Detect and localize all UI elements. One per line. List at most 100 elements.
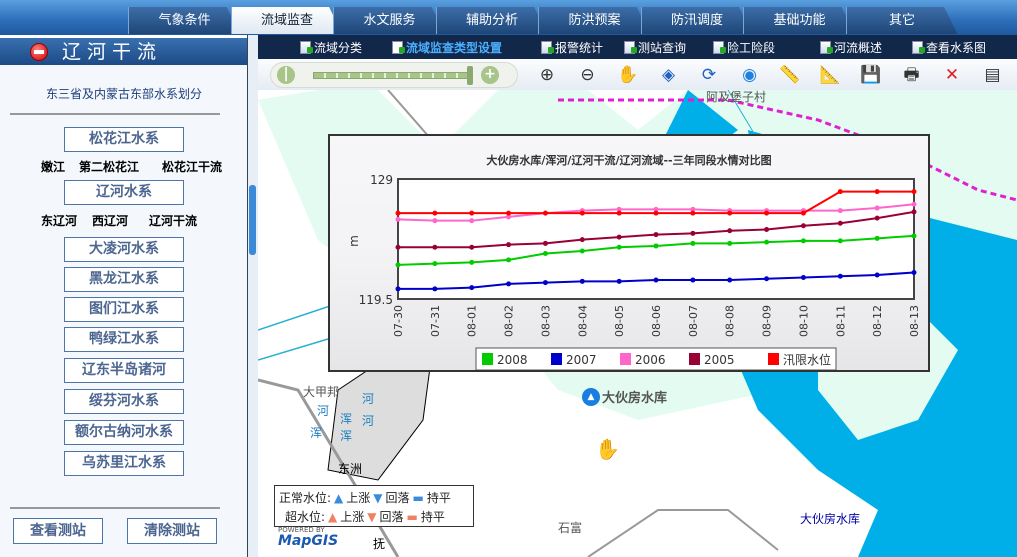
full-extent-icon[interactable]: ◈ — [661, 65, 676, 85]
clear-stations-button[interactable]: 清除测站 — [127, 518, 217, 544]
subnav-item-6[interactable]: 查看水系图 — [912, 39, 986, 56]
station-icon[interactable]: ▲ — [582, 387, 600, 406]
panel-splitter[interactable] — [248, 35, 258, 557]
water-system-button[interactable]: 鸭绿江水系 — [64, 327, 184, 352]
tab-3[interactable]: 辅助分析 — [435, 7, 548, 34]
data-point — [727, 240, 733, 246]
data-point — [727, 277, 733, 283]
data-point — [395, 210, 401, 216]
data-point — [506, 242, 512, 248]
legend-label: 2008 — [497, 353, 528, 367]
data-point — [432, 210, 438, 216]
tab-0[interactable]: 气象条件 — [128, 7, 240, 34]
data-point — [469, 259, 475, 265]
data-point — [616, 234, 622, 240]
data-point — [837, 208, 843, 214]
subriver-link[interactable]: 嫩江 — [41, 160, 66, 174]
zoom-thumb[interactable] — [467, 66, 473, 85]
data-point — [469, 244, 475, 250]
legend-swatch — [689, 353, 700, 365]
data-point — [469, 218, 475, 224]
data-point — [837, 238, 843, 244]
pan-hand-icon[interactable]: ✋ — [617, 65, 639, 85]
zoom-track[interactable] — [313, 72, 473, 79]
subriver-link[interactable]: 松花江干流 — [162, 160, 223, 174]
panel-title: 辽河干流 — [62, 40, 163, 63]
page-arrow-icon — [713, 41, 726, 54]
water-system-button[interactable]: 黑龙江水系 — [64, 267, 184, 292]
subnav-item-3[interactable]: 测站查询 — [624, 39, 686, 56]
collapse-icon[interactable] — [30, 42, 48, 61]
subriver-link[interactable]: 西辽河 — [92, 214, 129, 228]
data-point — [874, 272, 880, 278]
layers-icon[interactable]: ▤ — [984, 65, 1001, 85]
legend-label: 2006 — [635, 353, 666, 367]
area-measure-icon[interactable]: 📐 — [819, 65, 842, 85]
data-point — [911, 233, 917, 239]
water-system-button[interactable]: 松花江水系 — [64, 127, 184, 152]
data-point — [395, 286, 401, 292]
panel-subtitle: 东三省及内蒙古东部水系划分 — [45, 87, 202, 101]
map-toolbar: | + ⊕ ⊖ ✋ ◈ ⟳ ◉ 📏 📐 💾 🖶 ✕ ▤ — [258, 59, 1017, 90]
top-tab-bar: 气象条件 流域监查 水文服务 辅助分析 防洪预案 防汛调度 基础功能 其它 — [0, 0, 1017, 35]
subnav-item-2[interactable]: 报警统计 — [541, 39, 603, 56]
page-arrow-icon — [820, 41, 833, 54]
data-point — [395, 244, 401, 250]
view-stations-button[interactable]: 查看测站 — [13, 518, 103, 544]
legend-label: 汛限水位 — [783, 352, 831, 367]
eye-icon[interactable]: ◉ — [742, 65, 757, 85]
subnav-item-1[interactable]: 流域监查类型设置 — [392, 39, 502, 56]
subriver-link[interactable]: 东辽河 — [41, 214, 78, 228]
print-icon[interactable]: 🖶 — [903, 65, 920, 85]
map-water-level-legend: 正常水位: ▲ 上涨 ▼ 回落 ▬ 持平 超水位: ▲ 上涨 ▼ 回落 ▬ 持平 — [274, 485, 474, 527]
subnav-item-4[interactable]: 险工险段 — [713, 39, 775, 56]
map-label: 河 — [362, 414, 375, 428]
subnav-item-5[interactable]: 河流概述 — [820, 39, 882, 56]
save-icon[interactable]: 💾 — [860, 65, 882, 85]
zoom-slider[interactable]: | + — [270, 62, 518, 88]
panel-header: 辽河干流 — [0, 35, 247, 65]
tab-7[interactable]: 其它 — [845, 7, 958, 34]
map-label: 东洲 — [338, 462, 363, 476]
x-tick-label: 07-30 — [392, 305, 405, 337]
ruler-icon[interactable]: 📏 — [779, 65, 801, 85]
map-label: 大伙房水库 — [800, 512, 861, 526]
data-point — [653, 243, 659, 249]
data-point — [469, 285, 475, 291]
x-tick-label: 08-05 — [613, 305, 626, 337]
water-system-button[interactable]: 额尔古纳河水系 — [64, 420, 184, 445]
legend-label: 2005 — [704, 353, 735, 367]
tab-1[interactable]: 流域监查 — [230, 7, 343, 34]
data-point — [764, 227, 770, 233]
subriver-link[interactable]: 第二松花江 — [79, 160, 140, 174]
subriver-link[interactable]: 辽河干流 — [149, 214, 198, 228]
water-system-button[interactable]: 乌苏里江水系 — [64, 451, 184, 476]
subnav-item-0[interactable]: 流域分类 — [300, 39, 362, 56]
water-system-button[interactable]: 大凌河水系 — [64, 237, 184, 262]
zoom-plus-icon[interactable]: + — [481, 66, 499, 84]
tab-2[interactable]: 水文服务 — [333, 7, 445, 34]
refresh-icon[interactable]: ⟳ — [701, 65, 717, 85]
zoom-in-icon[interactable]: ⊕ — [539, 65, 555, 85]
station-marker[interactable]: ▲ 大伙房水库 — [582, 387, 667, 406]
water-system-button[interactable]: 绥芬河水系 — [64, 389, 184, 414]
water-system-button[interactable]: 辽河水系 — [64, 180, 184, 205]
data-point — [837, 273, 843, 279]
tab-4[interactable]: 防洪预案 — [538, 7, 650, 34]
tab-6[interactable]: 基础功能 — [743, 7, 855, 34]
data-point — [506, 281, 512, 287]
data-point — [506, 257, 512, 263]
data-point — [432, 218, 438, 224]
road — [587, 509, 779, 557]
data-point — [800, 275, 806, 281]
map-label: 浑 — [340, 429, 353, 443]
zoom-out-icon[interactable]: ⊖ — [580, 65, 595, 85]
clear-icon[interactable]: ✕ — [944, 65, 960, 85]
tab-5[interactable]: 防汛调度 — [640, 7, 753, 34]
collapse-handle[interactable] — [249, 185, 256, 255]
legend-swatch — [620, 353, 631, 365]
zoom-min-icon[interactable]: | — [277, 66, 295, 84]
water-system-button[interactable]: 图们江水系 — [64, 297, 184, 322]
data-point — [911, 189, 917, 195]
water-system-button[interactable]: 辽东半岛诸河 — [64, 358, 184, 383]
